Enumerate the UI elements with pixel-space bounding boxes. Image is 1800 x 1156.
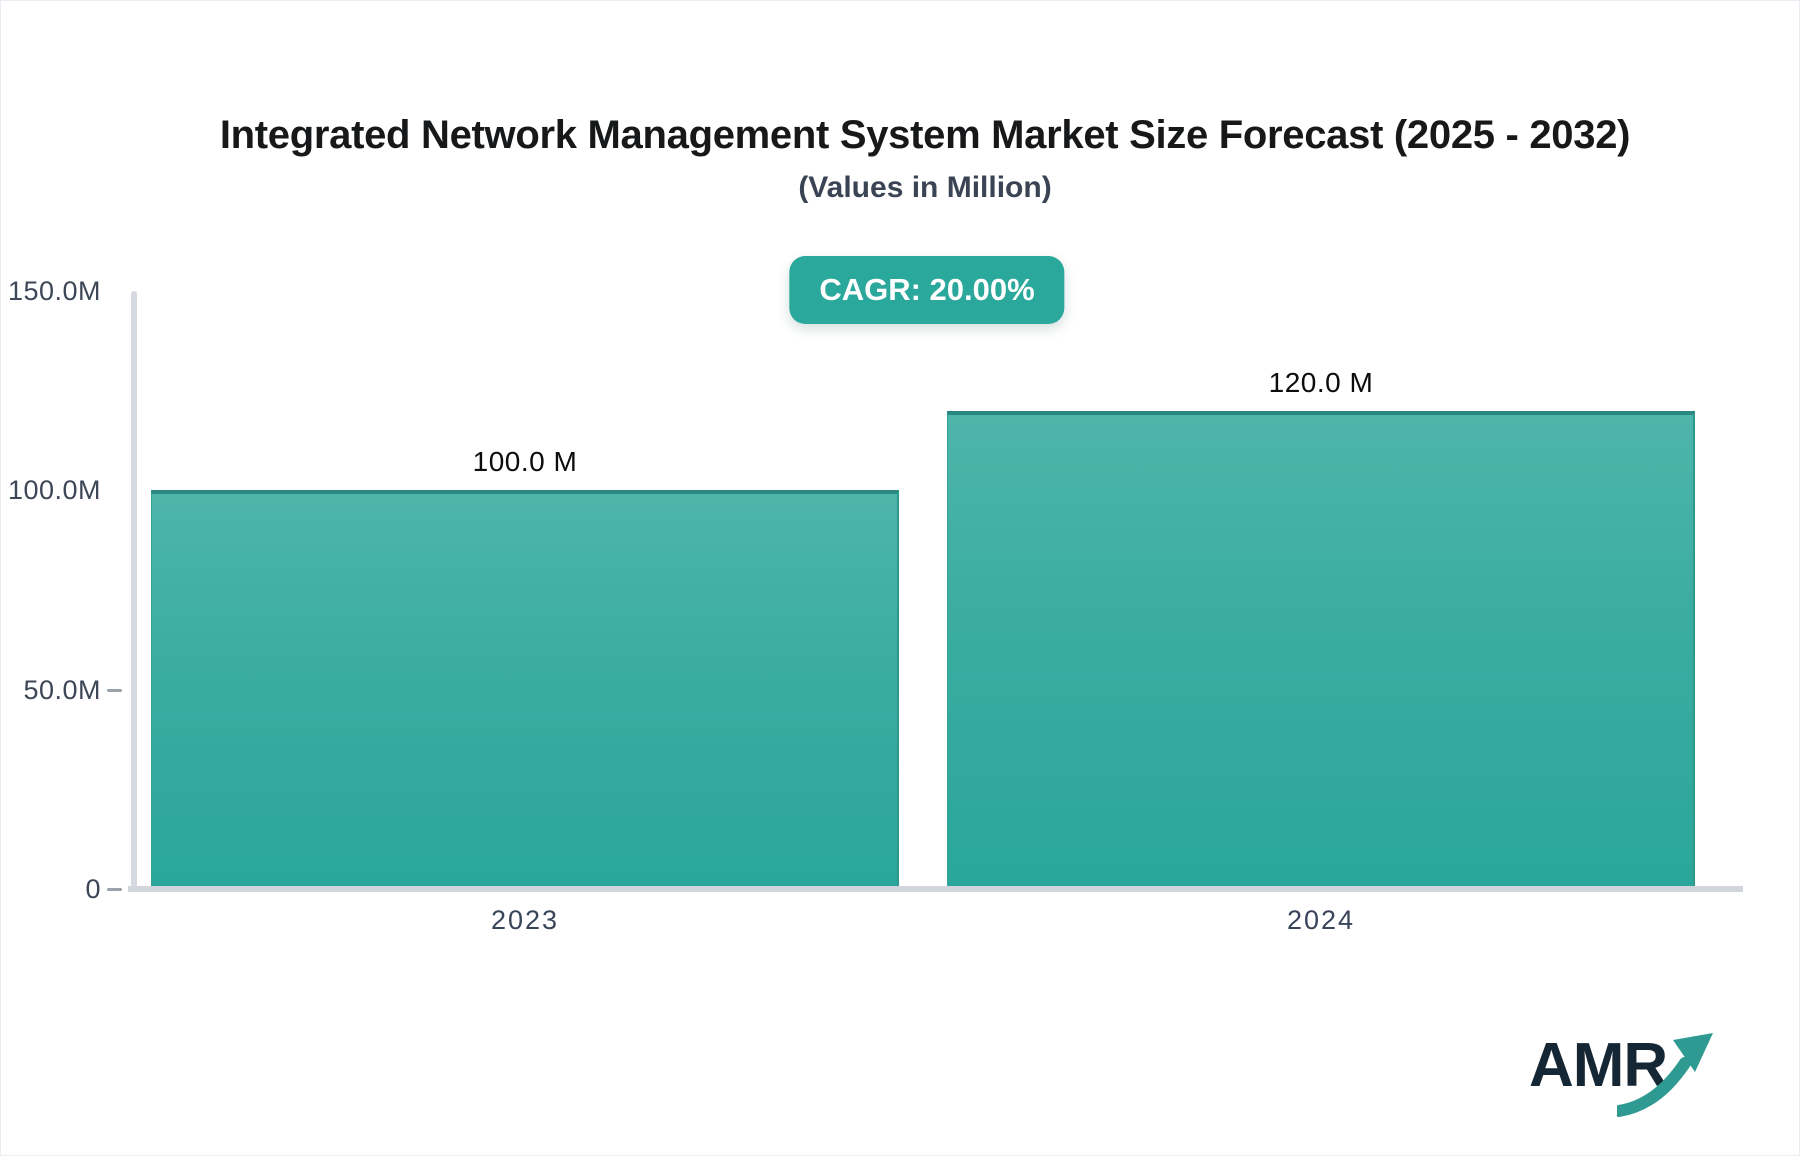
- x-tick-label-2023: 2023: [490, 905, 560, 935]
- chart-title: Integrated Network Management System Mar…: [219, 113, 1631, 157]
- y-tick-dash: [107, 888, 122, 891]
- bar-value-label: 120.0 M: [1268, 367, 1374, 398]
- x-tick-label-2024: 2024: [1286, 905, 1356, 935]
- chart-subtitle: (Values in Million): [798, 171, 1052, 204]
- bar-2024: [947, 411, 1695, 887]
- y-axis-line: [131, 291, 137, 889]
- y-tick-label-50.0M: 50.0M: [23, 675, 101, 705]
- y-tick-label-0: 0: [85, 874, 101, 904]
- amr-logo-text: AMR: [1529, 1031, 1668, 1100]
- trend-up-arrow-icon: [1617, 1033, 1713, 1117]
- x-axis-line: [128, 886, 1743, 892]
- bar-value-label: 100.0 M: [472, 446, 578, 477]
- amr-logo: AMR: [1529, 1029, 1729, 1124]
- y-tick-label-100.0M: 100.0M: [7, 475, 101, 505]
- cagr-badge: CAGR: 20.00%: [789, 256, 1065, 324]
- y-tick-dash: [107, 689, 122, 692]
- bar-2023: [151, 490, 899, 887]
- y-tick-label-150.0M: 150.0M: [7, 276, 101, 306]
